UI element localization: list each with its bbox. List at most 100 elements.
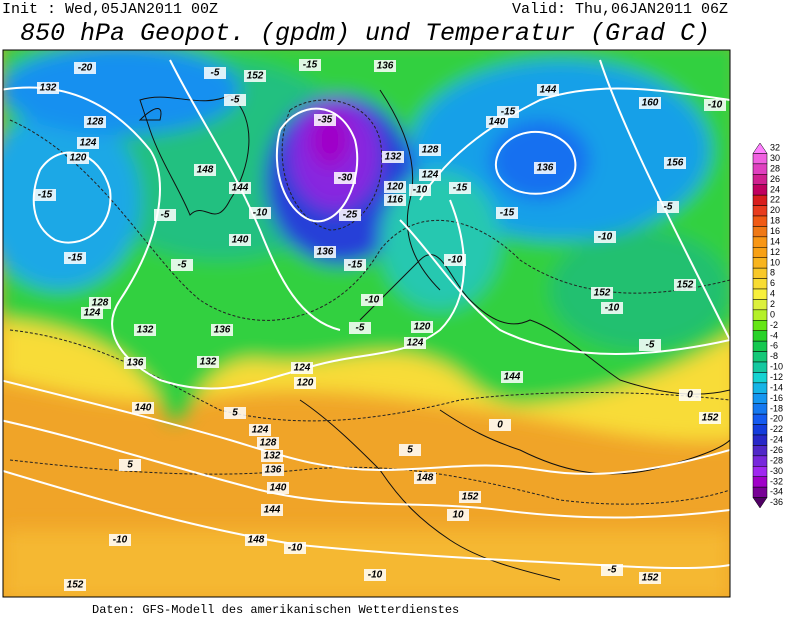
geopotential-label: 124 <box>294 363 311 374</box>
geopotential-label-bg <box>261 504 283 516</box>
temperature-label-bg <box>601 302 623 314</box>
temperature-label-bg <box>204 67 226 79</box>
temperature-label: -15 <box>303 60 318 71</box>
map-area: 1321281241201481441401361321281241361401… <box>3 50 730 597</box>
colorbar-label: 20 <box>770 205 780 215</box>
temperature-label: -15 <box>500 208 515 219</box>
geopotential-label: 140 <box>135 403 152 414</box>
contour-labels: 1321281241201481441401361321281241361401… <box>34 59 726 591</box>
temperature-label: -10 <box>288 543 303 554</box>
geopotential-label: 140 <box>232 235 249 246</box>
temperature-label: -10 <box>113 535 128 546</box>
temperature-label-bg <box>284 542 306 554</box>
geopotential-label: 132 <box>200 357 217 368</box>
temperature-label: -35 <box>318 115 333 126</box>
colorbar-swatch <box>752 309 768 321</box>
colorbar-swatch <box>752 434 768 446</box>
temperature-label-bg <box>119 459 141 471</box>
geopotential-label-bg <box>537 84 559 96</box>
temperature-label-bg <box>224 407 246 419</box>
geopotential-label-bg <box>419 144 441 156</box>
geopotential-label-bg <box>211 324 233 336</box>
geopotential-label-bg <box>249 424 271 436</box>
temperature-label-bg <box>449 182 471 194</box>
colorbar-swatch <box>752 340 768 352</box>
colorbar-label: 22 <box>770 195 780 205</box>
colorbar-label: -30 <box>770 466 783 476</box>
geopotential-label: 152 <box>702 413 719 424</box>
temperature-label: -5 <box>664 202 673 213</box>
temperature-label: -15 <box>68 253 83 264</box>
temperature-label-bg <box>344 259 366 271</box>
geopotential-label-bg <box>382 151 404 163</box>
geopotential-label: 140 <box>270 483 287 494</box>
geopotential-label: 152 <box>594 288 611 299</box>
temperature-label: -10 <box>605 303 620 314</box>
map-frame <box>2 49 731 598</box>
temperature-label-bg <box>109 534 131 546</box>
temperature-label: -5 <box>231 95 240 106</box>
geopotential-label: 132 <box>385 152 402 163</box>
colorbar-swatch <box>752 299 768 311</box>
temperature-label-bg <box>639 339 661 351</box>
geopotential-label-bg <box>639 97 661 109</box>
geopotential-label: 136 <box>537 163 554 174</box>
geopotential-label-bg <box>245 534 267 546</box>
temperature-label-bg <box>594 231 616 243</box>
geopotential-label-bg <box>459 491 481 503</box>
temperature-label-bg <box>447 509 469 521</box>
colorbar-label: -34 <box>770 487 783 497</box>
geopotential-label: 128 <box>92 298 109 309</box>
temperature-label: -15 <box>453 183 468 194</box>
temperature-label-bg <box>601 564 623 576</box>
geopotential-label-bg <box>134 324 156 336</box>
temperature-label-bg <box>171 259 193 271</box>
colorbar: 32302826242220181614121086420-2-4-6-8-10… <box>752 142 783 509</box>
geopotential-label: 144 <box>264 505 281 516</box>
temperature-label-bg <box>314 114 336 126</box>
geopotential-label: 148 <box>248 535 265 546</box>
temperature-label-bg <box>224 94 246 106</box>
temperature-label-bg <box>249 207 271 219</box>
coastlines <box>138 89 730 581</box>
temperature-label: -10 <box>598 232 613 243</box>
temperature-label: -5 <box>356 323 365 334</box>
temperature-label-bg <box>334 172 356 184</box>
colorbar-swatch <box>752 424 768 436</box>
colorbar-label: 14 <box>770 236 780 246</box>
colorbar-swatch <box>752 476 768 488</box>
geopotential-label-bg <box>244 70 266 82</box>
geopotential-label: 144 <box>540 85 557 96</box>
colorbar-label: 24 <box>770 184 780 194</box>
colorbar-label: 4 <box>770 289 775 299</box>
colorbar-cap <box>752 142 768 154</box>
colorbar-swatch <box>752 226 768 238</box>
geopotential-label: 156 <box>667 158 684 169</box>
colorbar-label: -20 <box>770 414 783 424</box>
colorbar-swatch <box>752 288 768 300</box>
temperature-label: -10 <box>708 100 723 111</box>
temperature-label: -25 <box>343 210 358 221</box>
colorbar-label: -16 <box>770 393 783 403</box>
temperature-label-bg <box>444 254 466 266</box>
geopotential-label-bg <box>89 297 111 309</box>
colorbar-swatch <box>752 205 768 217</box>
geopotential-label-bg <box>124 357 146 369</box>
geopotential-label-bg <box>77 137 99 149</box>
geopotential-label: 136 <box>127 358 144 369</box>
temperature-label: 10 <box>452 510 464 521</box>
temperature-label-bg <box>361 294 383 306</box>
init-time: Init : Wed,05JAN2011 00Z <box>2 1 218 18</box>
colorbar-label: 12 <box>770 247 780 257</box>
colorbar-swatch <box>752 153 768 165</box>
colorbar-swatch <box>752 403 768 415</box>
colorbar-label: 26 <box>770 174 780 184</box>
temperature-label-bg <box>489 419 511 431</box>
temperature-label: -5 <box>211 68 220 79</box>
geopotential-label: 148 <box>197 165 214 176</box>
colorbar-swatch <box>752 413 768 425</box>
geopotential-label: 132 <box>264 451 281 462</box>
geopotential-label-bg <box>699 412 721 424</box>
geopotential-label-bg <box>294 377 316 389</box>
